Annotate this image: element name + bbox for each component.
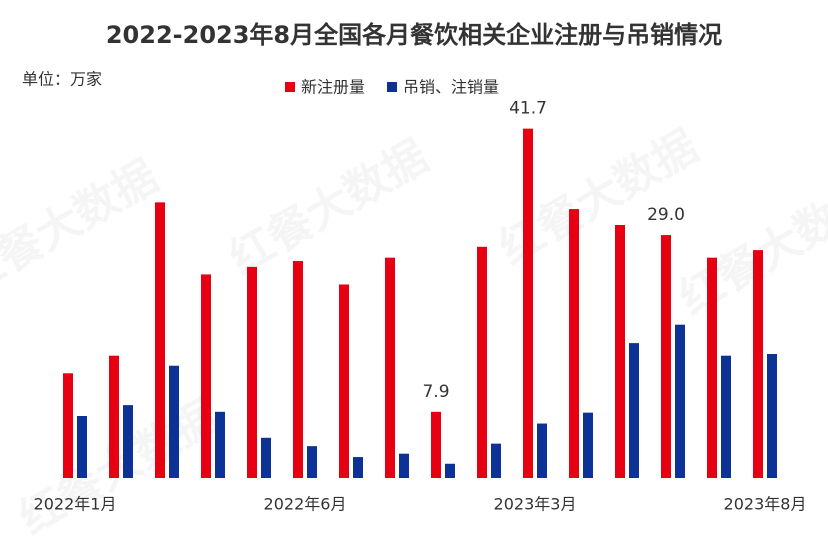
x-tick-label: 2022年1月 — [34, 495, 117, 514]
bar — [109, 355, 119, 478]
bar — [353, 457, 363, 478]
bar — [63, 373, 73, 478]
bar — [431, 411, 441, 478]
x-tick-label: 2022年6月 — [264, 495, 347, 514]
bar — [261, 437, 271, 478]
bar — [339, 284, 349, 478]
bar — [201, 274, 211, 478]
bar — [721, 355, 731, 478]
bar — [307, 446, 317, 478]
bar — [385, 257, 395, 478]
chart-title: 2022-2023年8月全国各月餐饮相关企业注册与吊销情况 — [106, 21, 722, 49]
bar — [399, 453, 409, 478]
bar — [569, 209, 579, 478]
bar — [155, 202, 165, 479]
bar — [753, 250, 763, 478]
legend-swatch — [285, 82, 295, 92]
bar — [661, 235, 671, 478]
watermark: 红餐大数据 — [0, 151, 167, 305]
data-label: 7.9 — [422, 382, 449, 402]
unit-label: 单位：万家 — [22, 70, 102, 89]
bar — [123, 405, 133, 478]
bar — [767, 354, 777, 478]
bar — [583, 412, 593, 478]
x-tick-label: 2023年3月 — [494, 495, 577, 514]
data-label: 29.0 — [647, 205, 685, 225]
bar — [523, 128, 533, 478]
bar — [615, 224, 625, 478]
bar — [491, 443, 501, 478]
bar — [445, 463, 455, 478]
bar — [215, 411, 225, 478]
legend-swatch — [387, 82, 398, 92]
bar — [707, 257, 717, 478]
bar — [537, 423, 547, 478]
bar — [675, 324, 685, 478]
bar — [477, 246, 487, 478]
bar — [293, 261, 303, 478]
bar — [169, 365, 179, 478]
x-tick-label: 2023年8月 — [724, 495, 807, 514]
bar — [247, 266, 257, 478]
bar — [629, 343, 639, 478]
data-label: 41.7 — [509, 99, 547, 119]
legend-label: 吊销、注销量 — [403, 78, 499, 97]
legend-label: 新注册量 — [301, 78, 365, 97]
watermark: 红餐大数据 — [221, 131, 437, 285]
watermark: 红餐大数据 — [671, 171, 828, 325]
bar — [77, 416, 87, 478]
